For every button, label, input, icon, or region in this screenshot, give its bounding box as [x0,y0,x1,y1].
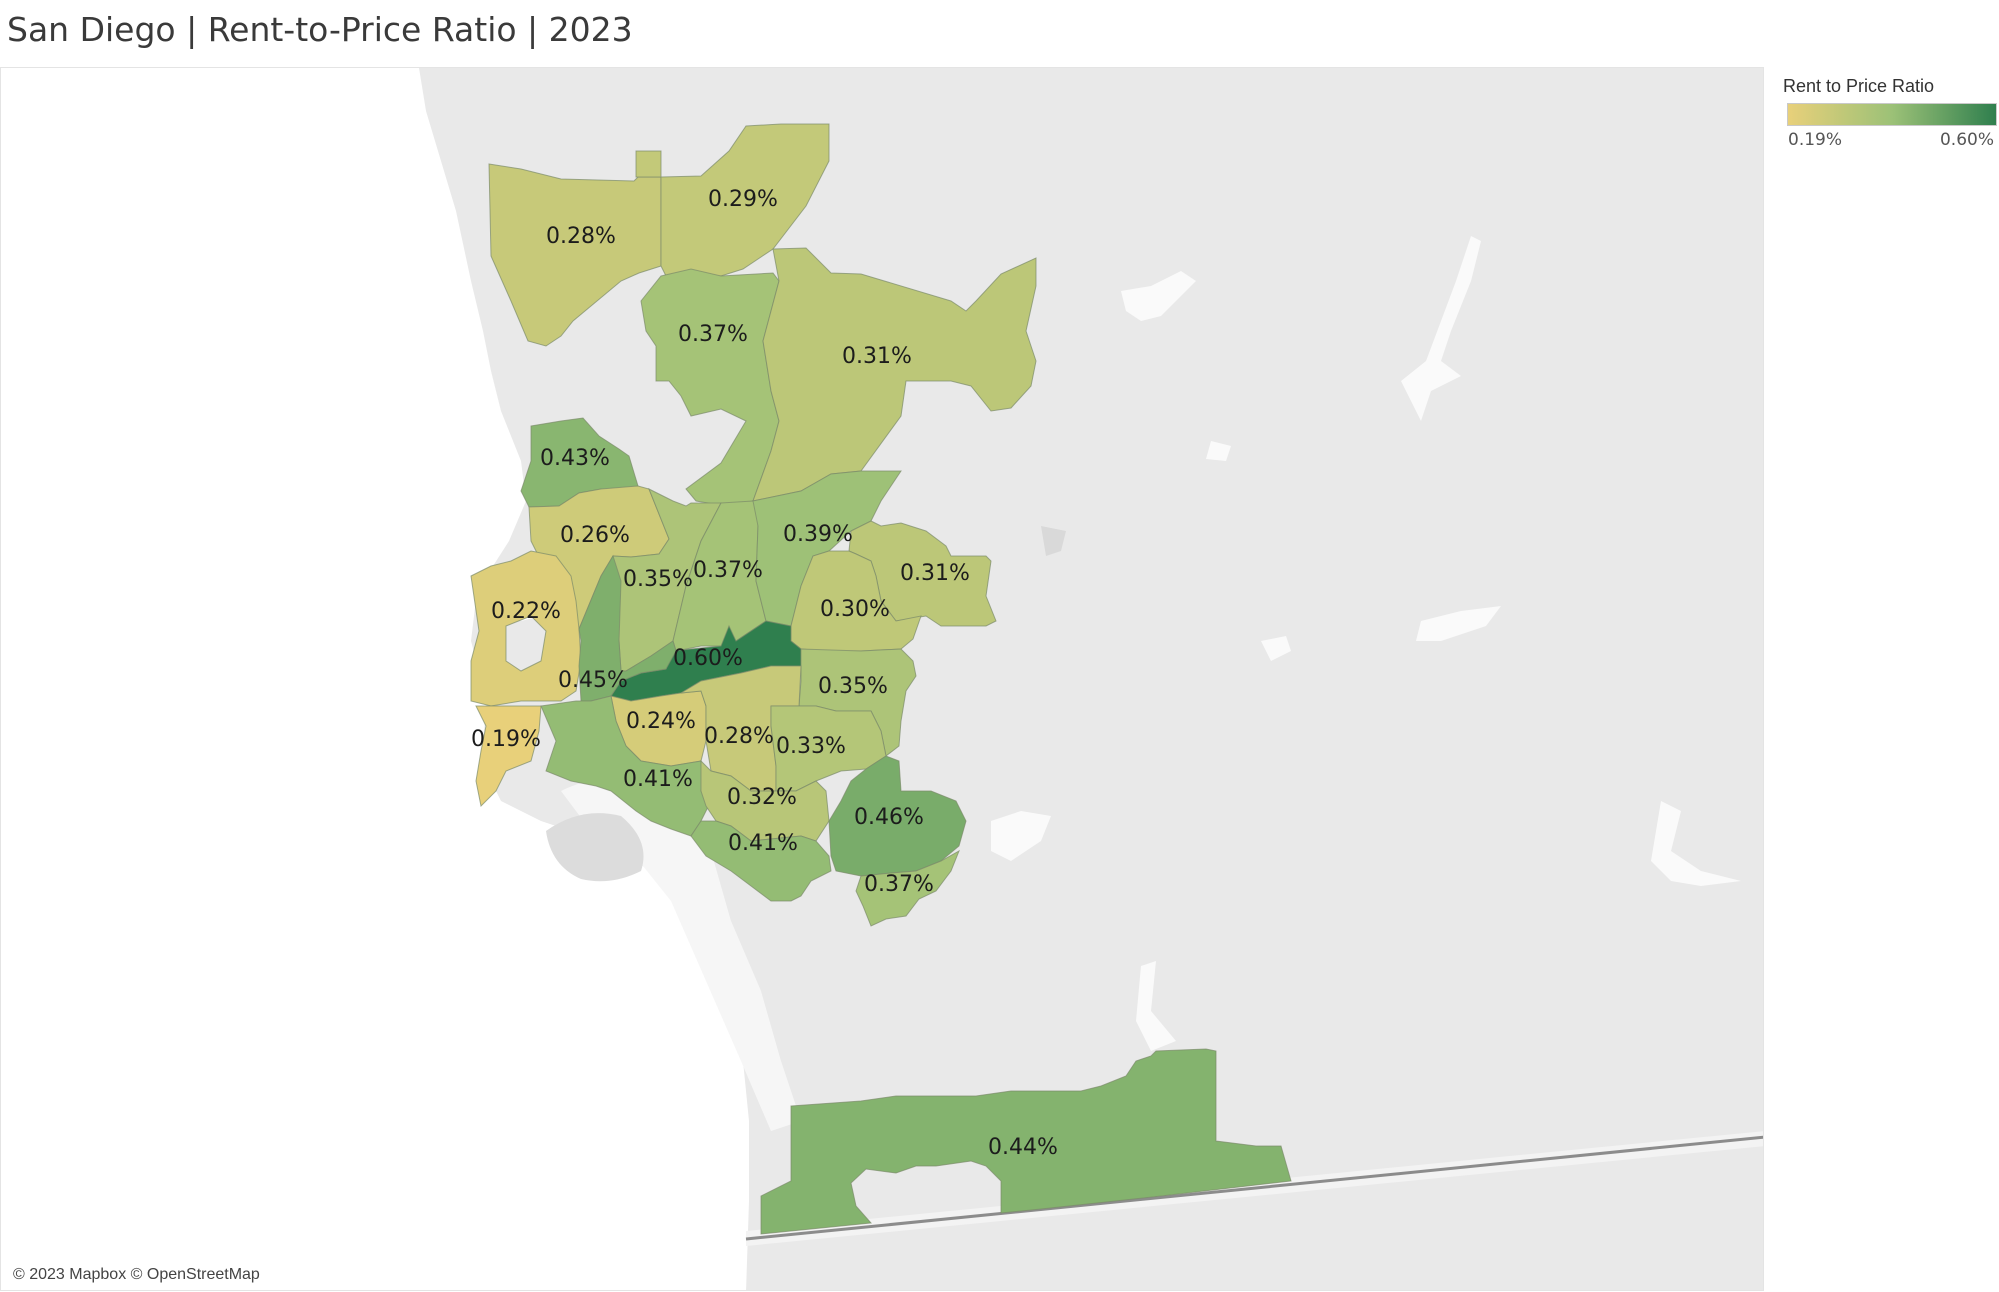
legend-max-label: 0.60% [1939,130,1994,150]
region-044[interactable] [760,1048,1292,1235]
region-value-label: 0.28% [704,724,774,749]
region-022[interactable] [470,550,582,707]
region-037-south[interactable] [855,849,960,927]
international-border [745,1135,1763,1241]
region-041-south[interactable] [690,820,832,902]
lake [1206,441,1231,461]
ocean-water [1,68,749,1290]
region-value-label: 0.31% [842,344,912,369]
page-title: San Diego | Rent-to-Price Ratio | 2023 [7,10,633,49]
legend-gradient-bar [1787,103,1997,126]
region-value-label: 0.29% [708,187,778,212]
region-labels: 0.28%0.29%0.37%0.31%0.43%0.26%0.35% 0.37%… [471,187,1058,1160]
region-value-label: 0.37% [693,558,763,583]
region-value-label: 0.22% [491,599,561,624]
region-value-label: 0.26% [560,523,630,548]
region-037-north[interactable] [640,268,780,507]
point-loma-water [546,813,644,882]
region-value-label: 0.37% [864,872,934,897]
region-019[interactable] [475,705,542,808]
lake [1651,801,1741,886]
region-value-label: 0.33% [776,734,846,759]
region-value-label: 0.41% [623,767,693,792]
region-032[interactable] [700,759,830,842]
legend-labels: 0.19% 0.60% [1782,130,1994,152]
region-value-label: 0.24% [626,709,696,734]
region-value-label: 0.39% [783,522,853,547]
lake [1136,961,1176,1051]
region-value-label: 0.19% [471,727,541,752]
region-value-label: 0.45% [558,668,628,693]
region-value-label: 0.41% [728,831,798,856]
san-diego-bay [561,777,801,1131]
region-value-label: 0.44% [988,1135,1058,1160]
choropleth-regions[interactable] [470,123,1292,1235]
lake [1261,636,1291,661]
lake [1121,271,1196,321]
region-value-label: 0.31% [900,561,970,586]
region-value-label: 0.43% [540,446,610,471]
region-value-label: 0.46% [854,805,924,830]
lake [1401,236,1481,421]
lake [991,811,1051,861]
color-legend: Rent to Price Ratio 0.19% 0.60% [1782,76,1997,152]
region-039[interactable] [752,470,902,627]
region-value-label: 0.30% [820,597,890,622]
legend-min-label: 0.19% [1788,130,1843,150]
region-value-label: 0.37% [678,322,748,347]
region-031-northeast[interactable] [752,247,1037,502]
map-view[interactable]: 0.28% 0.29% 0.37% 0.31% 0.43% 0.26% 0.35% 0.37%… [0,67,1764,1291]
region-value-label: 0.28% [546,224,616,249]
region-value-label: 0.35% [623,567,693,592]
lake [1416,606,1501,641]
map-attribution: © 2023 Mapbox © OpenStreetMap [13,1266,260,1283]
region-045[interactable] [578,554,677,702]
legend-title: Rent to Price Ratio [1783,76,1935,96]
lake [1041,526,1066,556]
region-value-label: 0.35% [818,674,888,699]
basemap [1,68,1763,1290]
region-028-north[interactable] [488,163,662,347]
region-value-label: 0.32% [727,785,797,810]
region-value-label: 0.60% [673,646,743,671]
